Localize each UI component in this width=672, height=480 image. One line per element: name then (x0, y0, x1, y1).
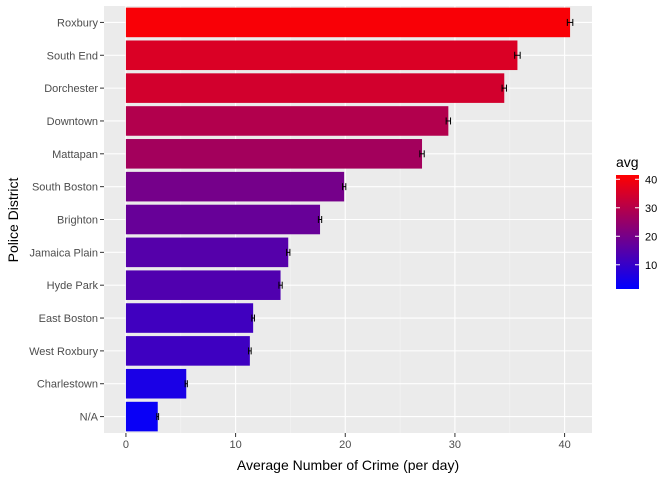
y-tick-label: Roxbury (57, 17, 98, 29)
legend-colorbar (616, 175, 639, 289)
bar-9 (125, 303, 254, 333)
bar-8 (125, 270, 281, 300)
bars (125, 7, 571, 432)
error-bar-9 (251, 314, 255, 322)
error-bar-8 (278, 281, 283, 289)
y-tick-label: West Roxbury (29, 346, 98, 358)
y-tick-label: Brighton (57, 215, 98, 227)
error-bar-3 (445, 117, 452, 125)
y-tick-label: Downtown (47, 116, 98, 128)
bar-12 (125, 401, 158, 432)
bar-5 (125, 171, 345, 202)
error-bar-2 (501, 84, 507, 92)
y-tick-label: East Boston (39, 313, 98, 325)
bar-4 (125, 139, 423, 169)
error-bar-10 (248, 347, 252, 355)
y-tick-label: N/A (80, 412, 99, 424)
bar-0 (125, 7, 571, 38)
bar-1 (125, 40, 518, 71)
error-bar-12 (156, 413, 160, 421)
y-tick-label: Charlestown (37, 379, 98, 391)
legend-title: avg (616, 154, 639, 170)
bar-11 (125, 368, 187, 399)
x-tick-label: 30 (449, 439, 461, 451)
y-tick-label: Hyde Park (47, 280, 99, 292)
legend: avg 10 20 30 40 (616, 154, 657, 289)
x-axis: 0 10 20 30 40 (123, 433, 571, 451)
y-tick-label: South Boston (32, 182, 98, 194)
error-bar-7 (286, 248, 291, 256)
error-bars (156, 18, 574, 421)
x-tick-label: 20 (339, 439, 351, 451)
legend-tick-label: 20 (645, 231, 657, 243)
y-tick-label: Jamaica Plain (30, 247, 98, 259)
x-axis-title: Average Number of Crime (per day) (237, 457, 459, 473)
error-bar-0 (566, 18, 574, 26)
error-bar-5 (342, 183, 347, 191)
legend-tick-label: 40 (645, 174, 657, 186)
error-bar-1 (514, 51, 521, 59)
y-axis-title: Police District (5, 177, 21, 262)
error-bar-4 (419, 150, 425, 158)
y-tick-label: Mattapan (52, 149, 98, 161)
y-axis: Roxbury South End Dorchester Downtown Mattap… (29, 17, 104, 424)
error-bar-6 (317, 216, 323, 223)
bar-2 (125, 73, 505, 103)
legend-tick-label: 30 (645, 203, 657, 215)
bar-6 (125, 204, 321, 235)
x-tick-label: 40 (558, 439, 570, 451)
x-tick-label: 10 (229, 439, 241, 451)
y-tick-label: South End (47, 50, 98, 62)
legend-ticks: 10 20 30 40 (616, 174, 657, 272)
legend-tick-label: 10 (645, 260, 657, 272)
error-bar-11 (184, 380, 188, 388)
x-tick-label: 0 (123, 439, 129, 451)
bar-7 (125, 237, 289, 268)
y-tick-label: Dorchester (44, 83, 98, 95)
bar-10 (125, 336, 250, 366)
bar-3 (125, 106, 449, 136)
